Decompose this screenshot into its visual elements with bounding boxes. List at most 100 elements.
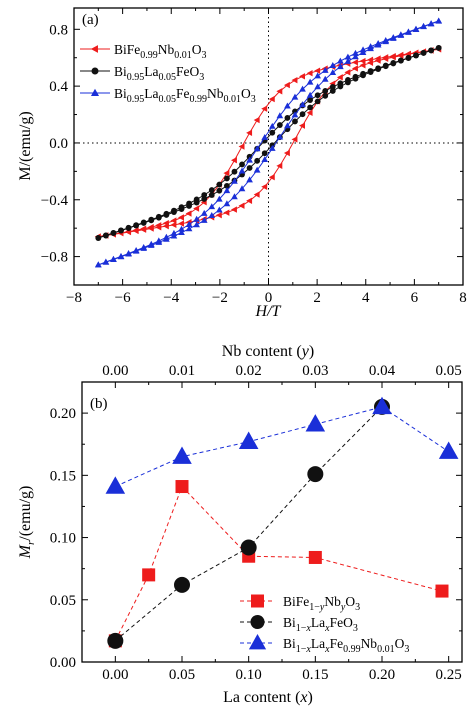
hysteresis-point [185,221,193,227]
hysteresis-point [239,161,245,168]
y-tick-label: 0.15 [50,468,76,484]
hysteresis-point [367,45,374,52]
hysteresis-point [367,69,374,76]
hysteresis-point [223,182,230,189]
hysteresis-point [162,222,169,230]
legend-marker [251,594,264,608]
hysteresis-point [321,75,329,82]
hysteresis-point [170,221,177,229]
hysteresis-point [223,200,231,207]
hysteresis-point [102,232,109,239]
hysteresis-point [428,47,435,54]
panel-a-y-axis-title: M/(emu/g) [17,111,34,180]
hysteresis-point [230,157,237,164]
hysteresis-point [246,176,253,183]
hysteresis-point [132,227,139,235]
legend-marker [90,45,98,53]
hysteresis-point [95,235,102,241]
panel-b-plot-frame [81,381,463,663]
hysteresis-point [231,177,238,184]
hysteresis-point [314,98,321,105]
hysteresis-point [329,62,337,68]
x-tick-label: 4 [362,290,370,306]
hysteresis-point [163,212,170,218]
hysteresis-point [201,196,208,202]
hysteresis-point [140,226,147,233]
hysteresis-point [299,101,306,108]
legend-marker [91,67,99,75]
hysteresis-point [276,162,283,170]
hysteresis-point [110,230,117,236]
x-tick-label: 0.15 [302,667,328,683]
hysteresis-point [178,220,184,227]
hysteresis-point [117,253,125,260]
hysteresis-point [291,136,298,143]
hysteresis-point [435,17,443,24]
hysteresis-point [382,55,389,62]
hysteresis-point [336,74,343,81]
hysteresis-point [140,244,148,251]
panel-a-label: (a) [82,12,99,28]
hysteresis-point [291,76,298,84]
hysteresis-point [193,205,200,212]
hysteresis-point [405,28,412,35]
hysteresis-point [261,133,269,140]
hysteresis-point [329,69,337,76]
legend-label: BiFe0.99Nb0.01O3 [114,42,207,61]
y-tick-label: 0.20 [50,406,76,422]
hysteresis-point [420,50,427,56]
hysteresis-point [314,92,321,99]
top-x-tick-label: 0.03 [302,363,328,379]
hysteresis-point [321,66,329,73]
data-point [142,568,156,582]
data-point [372,396,392,415]
data-point [172,446,192,464]
hysteresis-point [314,72,322,79]
hysteresis-point [389,34,397,41]
legend-label: Bi0.95La0.05Fe0.99Nb0.01O3 [114,86,256,105]
x-tick-label: 8 [459,290,467,306]
hysteresis-point [238,202,245,209]
x-tick-label: −2 [212,290,228,306]
hysteresis-point [155,224,162,231]
hysteresis-point [155,214,162,221]
hysteresis-point [322,87,329,94]
x-tick-label: −4 [163,290,179,306]
hysteresis-point [261,150,268,157]
hysteresis-point [193,215,200,222]
hysteresis-point [102,258,110,265]
hysteresis-point [231,193,238,200]
hysteresis-point [133,222,140,229]
x-tick-label: 0.10 [236,667,262,683]
hysteresis-point [216,181,223,188]
data-point [308,550,322,564]
hysteresis-point [201,192,208,198]
top-x-tick-label: 0.02 [236,363,262,379]
hysteresis-point [216,187,223,194]
hysteresis-point [147,225,154,232]
hysteresis-point [208,203,216,210]
hysteresis-point [254,157,261,164]
hysteresis-point [253,145,261,152]
data-point [174,576,190,593]
hysteresis-point [261,105,268,112]
hysteresis-point [253,166,261,173]
hysteresis-point [193,221,200,228]
hysteresis-point [223,187,231,194]
data-point [105,476,126,494]
hysteresis-series-3 [94,17,443,268]
y-tick-label: −0.4 [41,193,69,209]
panel-b-top-axis-title: Nb content (y) [222,343,314,360]
hysteresis-point [337,63,344,70]
y-tick-label: 0.00 [50,655,76,671]
hysteresis-point [314,83,322,90]
y-tick-label: −0.8 [41,250,68,266]
hysteresis-point [284,115,291,121]
x-tick-label: −8 [66,290,82,306]
hysteresis-point [276,88,283,95]
hysteresis-point [390,60,397,67]
x-tick-label: 0.05 [169,667,195,683]
hysteresis-point [148,217,155,224]
hysteresis-series-2 [95,44,442,241]
